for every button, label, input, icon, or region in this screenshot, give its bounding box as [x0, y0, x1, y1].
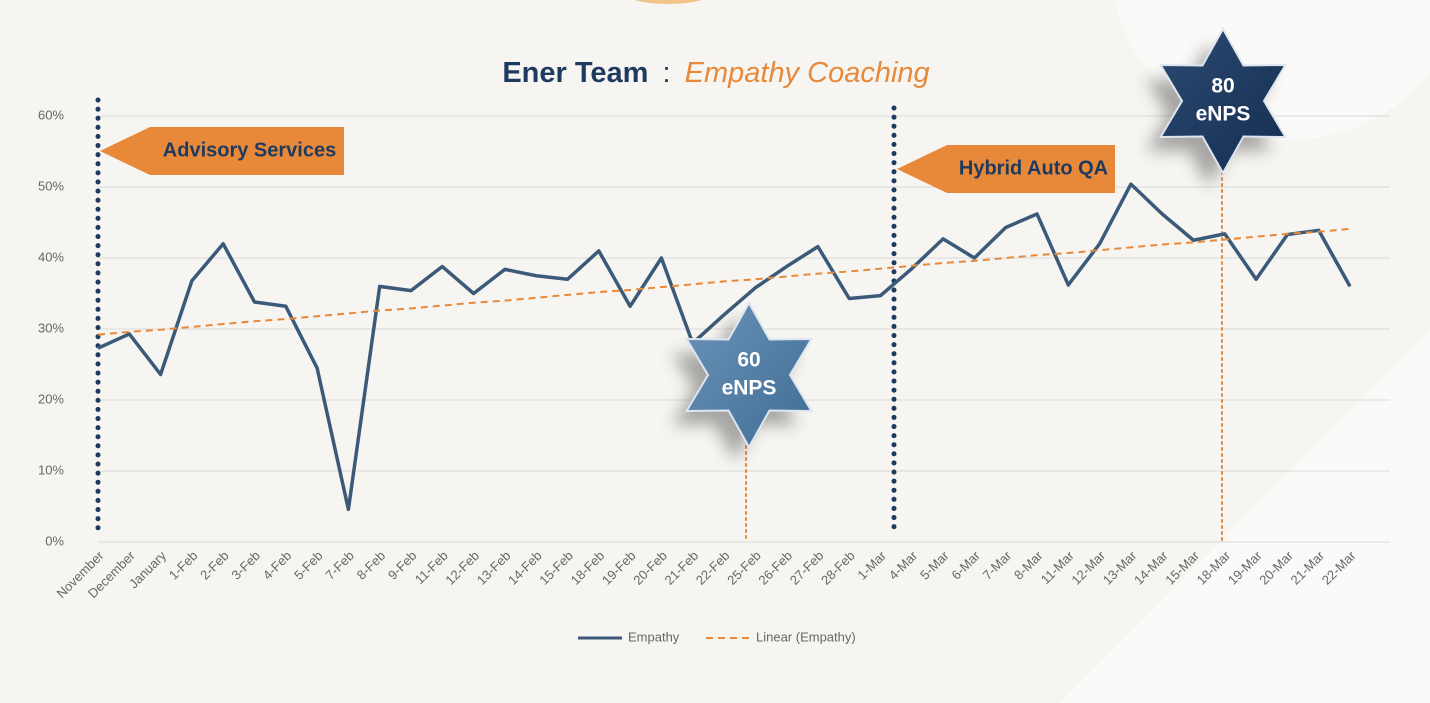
- title-main: Ener Team: [502, 57, 648, 89]
- legend-label: Linear (Empathy): [756, 629, 856, 644]
- star: [1158, 26, 1288, 176]
- callout: [897, 145, 1115, 193]
- bg-shape: [634, 0, 702, 4]
- star-unit: eNPS: [1196, 103, 1251, 126]
- chart-title: Ener Team : Empathy Coaching: [502, 57, 929, 89]
- y-tick-label: 0%: [45, 533, 64, 548]
- y-tick-label: 60%: [38, 107, 64, 122]
- star-value: 60: [737, 349, 760, 372]
- y-tick-label: 30%: [38, 320, 64, 335]
- bg-shape: [1060, 330, 1430, 703]
- star-value: 80: [1211, 75, 1234, 98]
- series-line: [97, 227, 1351, 336]
- star: [684, 300, 814, 450]
- subtitle: Empathy Coaching: [685, 57, 930, 89]
- y-tick-label: 40%: [38, 249, 64, 264]
- y-tick-label: 10%: [38, 462, 64, 477]
- star-unit: eNPS: [722, 377, 777, 400]
- y-tick-label: 50%: [38, 178, 64, 193]
- legend-label: Empathy: [628, 629, 680, 644]
- title-sep: :: [663, 57, 671, 89]
- callout-label: Hybrid Auto QA: [959, 157, 1108, 179]
- series-line: [97, 182, 1352, 512]
- y-tick-label: 20%: [38, 391, 64, 406]
- callout: [100, 127, 344, 175]
- callout-label: Advisory Services: [163, 139, 336, 161]
